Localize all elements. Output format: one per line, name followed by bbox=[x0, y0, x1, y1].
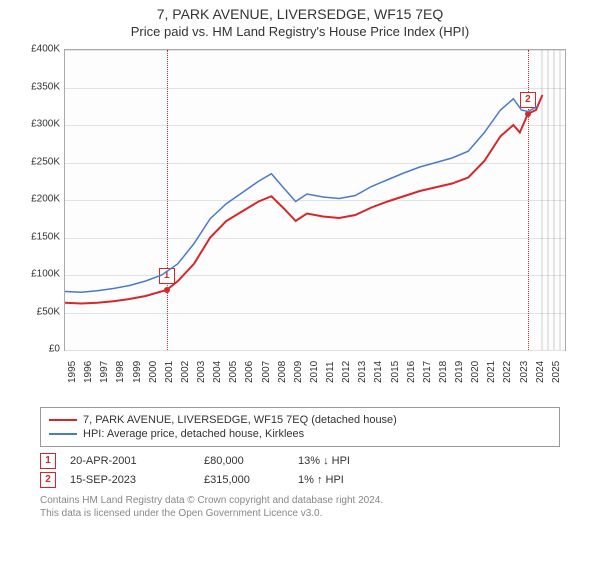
legend-item-hpi: HPI: Average price, detached house, Kirk… bbox=[49, 428, 551, 440]
sale-price: £80,000 bbox=[204, 455, 284, 467]
legend: 7, PARK AVENUE, LIVERSEDGE, WF15 7EQ (de… bbox=[40, 407, 560, 447]
x-tick-label: 2003 bbox=[196, 361, 207, 383]
x-tick-label: 1997 bbox=[99, 361, 110, 383]
x-axis-labels: 1995 1996 1997 1998 1999 2000 2001 2002 2003 2004… bbox=[64, 353, 564, 401]
sales-table: 1 20-APR-2001 £80,000 13% ↓ HPI 2 15-SEP… bbox=[40, 453, 560, 488]
x-tick-label: 2024 bbox=[535, 361, 546, 383]
x-tick-label: 2019 bbox=[454, 361, 465, 383]
x-tick-label: 2012 bbox=[341, 361, 352, 383]
y-tick-label: £250K bbox=[31, 156, 60, 167]
x-tick-label: 2010 bbox=[309, 361, 320, 383]
y-tick-label: £100K bbox=[31, 269, 60, 280]
x-tick-label: 2001 bbox=[164, 361, 175, 383]
sale-row: 2 15-SEP-2023 £315,000 1% ↑ HPI bbox=[40, 472, 560, 488]
page-subtitle: Price paid vs. HM Land Registry's House … bbox=[0, 24, 600, 39]
attribution-line: Contains HM Land Registry data © Crown c… bbox=[40, 494, 560, 507]
sale-marker-icon: 2 bbox=[40, 472, 56, 488]
x-tick-label: 2005 bbox=[228, 361, 239, 383]
x-tick-label: 2017 bbox=[422, 361, 433, 383]
y-tick-label: £150K bbox=[31, 231, 60, 242]
y-tick-label: £50K bbox=[37, 306, 60, 317]
attribution: Contains HM Land Registry data © Crown c… bbox=[40, 494, 560, 520]
x-tick-label: 2006 bbox=[244, 361, 255, 383]
chart: £0 £50K £100K £150K £200K £250K £300K £350K £400… bbox=[20, 43, 580, 403]
x-tick-label: 2008 bbox=[277, 361, 288, 383]
x-tick-label: 2011 bbox=[325, 361, 336, 383]
y-tick-label: £0 bbox=[49, 344, 60, 355]
x-tick-label: 2016 bbox=[406, 361, 417, 383]
x-tick-label: 2000 bbox=[148, 361, 159, 383]
x-tick-label: 2022 bbox=[502, 361, 513, 383]
x-tick-label: 1999 bbox=[132, 361, 143, 383]
x-tick-label: 2018 bbox=[438, 361, 449, 383]
gridline bbox=[65, 350, 565, 351]
x-tick-label: 2014 bbox=[373, 361, 384, 383]
x-tick-label: 2004 bbox=[212, 361, 223, 383]
plot-area: 12 bbox=[64, 49, 566, 351]
x-tick-label: 2021 bbox=[486, 361, 497, 383]
sale-pct: 1% ↑ HPI bbox=[298, 474, 388, 486]
x-tick-label: 2007 bbox=[261, 361, 272, 383]
x-tick-label: 1995 bbox=[67, 361, 78, 383]
page-title: 7, PARK AVENUE, LIVERSEDGE, WF15 7EQ bbox=[0, 6, 600, 22]
sale-date: 20-APR-2001 bbox=[70, 455, 190, 467]
x-tick-label: 2013 bbox=[357, 361, 368, 383]
series-svg bbox=[65, 50, 565, 350]
legend-label: 7, PARK AVENUE, LIVERSEDGE, WF15 7EQ (de… bbox=[83, 414, 397, 426]
attribution-line: This data is licensed under the Open Gov… bbox=[40, 507, 560, 520]
x-tick-label: 2020 bbox=[470, 361, 481, 383]
legend-item-property: 7, PARK AVENUE, LIVERSEDGE, WF15 7EQ (de… bbox=[49, 414, 551, 426]
y-tick-label: £300K bbox=[31, 119, 60, 130]
x-tick-label: 1998 bbox=[115, 361, 126, 383]
x-tick-label: 2009 bbox=[293, 361, 304, 383]
y-axis-labels: £0£50K£100K£150K£200K£250K£300K£350K£400… bbox=[20, 49, 62, 349]
sale-date: 15-SEP-2023 bbox=[70, 474, 190, 486]
y-tick-label: £400K bbox=[31, 44, 60, 55]
x-tick-label: 1996 bbox=[83, 361, 94, 383]
legend-label: HPI: Average price, detached house, Kirk… bbox=[83, 428, 304, 440]
legend-swatch bbox=[49, 433, 77, 435]
x-tick-label: 2023 bbox=[519, 361, 530, 383]
y-tick-label: £200K bbox=[31, 194, 60, 205]
sale-price: £315,000 bbox=[204, 474, 284, 486]
series-line-property bbox=[65, 95, 542, 304]
y-tick-label: £350K bbox=[31, 81, 60, 92]
x-tick-label: 2002 bbox=[180, 361, 191, 383]
x-tick-label: 2015 bbox=[390, 361, 401, 383]
sale-row: 1 20-APR-2001 £80,000 13% ↓ HPI bbox=[40, 453, 560, 469]
series-line-hpi bbox=[65, 99, 538, 293]
sale-marker-icon: 1 bbox=[40, 453, 56, 469]
legend-swatch bbox=[49, 419, 77, 421]
sale-pct: 13% ↓ HPI bbox=[298, 455, 388, 467]
x-tick-label: 2025 bbox=[551, 361, 562, 383]
